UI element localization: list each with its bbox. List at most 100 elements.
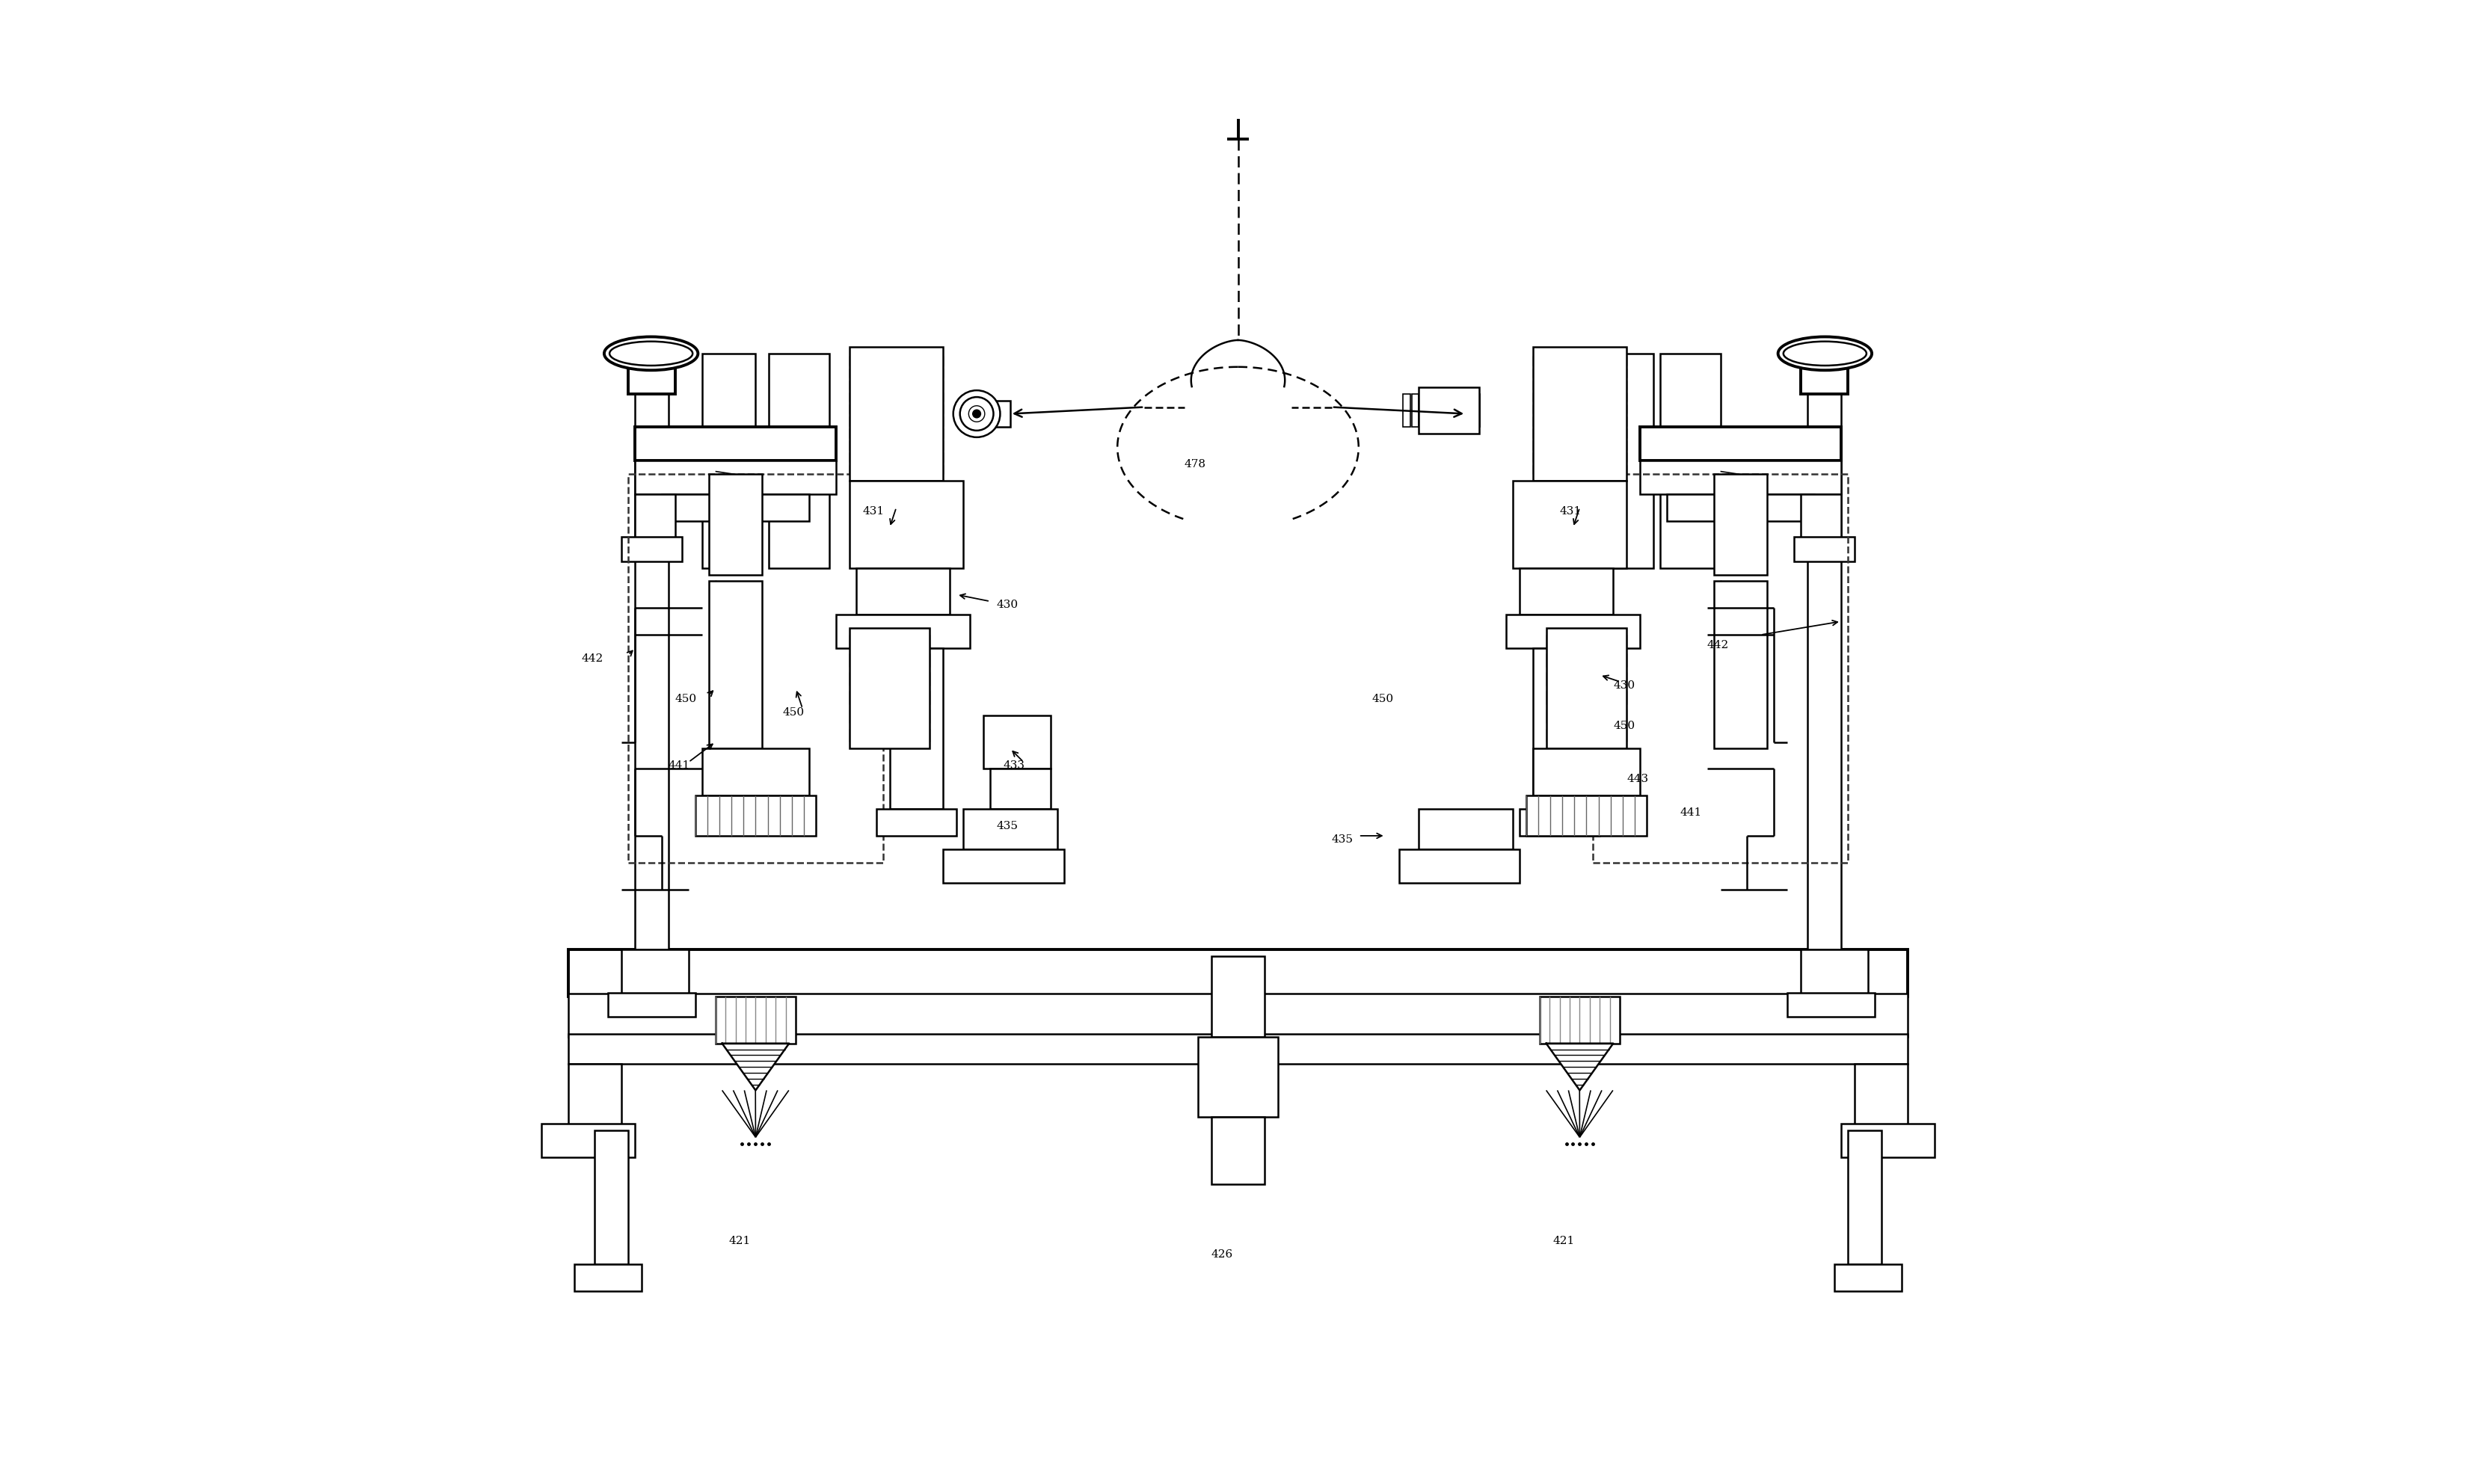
Text: 421: 421 bbox=[728, 1236, 750, 1247]
Bar bbox=[849, 429, 943, 438]
Bar bbox=[1659, 353, 1721, 568]
Bar bbox=[990, 401, 1010, 427]
Bar bbox=[567, 950, 1909, 997]
Bar bbox=[1545, 635, 1627, 649]
Bar bbox=[849, 628, 931, 749]
Text: 441: 441 bbox=[669, 761, 691, 772]
Text: 426: 426 bbox=[1211, 1250, 1233, 1260]
Text: 450: 450 bbox=[676, 693, 696, 703]
Bar bbox=[1800, 950, 1867, 997]
Ellipse shape bbox=[604, 337, 698, 370]
Bar bbox=[1533, 380, 1627, 390]
Bar bbox=[1639, 427, 1842, 460]
Bar bbox=[634, 387, 669, 950]
Text: 435: 435 bbox=[1332, 834, 1354, 844]
Bar bbox=[696, 795, 817, 835]
Bar bbox=[770, 353, 829, 568]
Bar bbox=[1429, 393, 1436, 427]
Bar bbox=[1439, 393, 1446, 427]
Bar bbox=[849, 453, 943, 462]
Bar bbox=[703, 749, 810, 795]
Bar bbox=[574, 1264, 641, 1291]
Bar bbox=[849, 692, 931, 705]
Bar bbox=[1473, 393, 1481, 427]
Text: 421: 421 bbox=[1552, 1236, 1575, 1247]
Bar bbox=[1533, 392, 1627, 402]
Bar bbox=[609, 993, 696, 1017]
Text: 442: 442 bbox=[1706, 640, 1728, 650]
Bar bbox=[567, 1034, 1909, 1064]
Bar bbox=[849, 653, 931, 666]
Bar bbox=[1545, 709, 1627, 723]
Bar bbox=[1713, 582, 1768, 749]
Bar bbox=[1533, 347, 1627, 481]
Bar bbox=[1847, 1131, 1882, 1264]
Bar bbox=[1545, 672, 1627, 686]
Bar bbox=[1800, 494, 1842, 542]
Bar bbox=[1520, 809, 1599, 835]
Text: 450: 450 bbox=[1372, 693, 1394, 703]
Bar bbox=[1533, 417, 1627, 426]
Bar bbox=[1421, 393, 1429, 427]
Bar bbox=[634, 494, 676, 542]
Bar bbox=[1513, 481, 1627, 568]
Bar bbox=[1533, 453, 1627, 462]
Bar bbox=[1533, 649, 1587, 809]
Ellipse shape bbox=[968, 405, 985, 421]
Bar bbox=[1419, 809, 1513, 849]
Bar bbox=[1533, 441, 1627, 450]
Bar bbox=[849, 672, 931, 686]
Polygon shape bbox=[1545, 1043, 1614, 1091]
Bar bbox=[1666, 494, 1815, 521]
Bar bbox=[849, 635, 931, 649]
Bar bbox=[877, 809, 956, 835]
Bar bbox=[837, 614, 971, 649]
Bar bbox=[1800, 367, 1847, 393]
Bar bbox=[621, 950, 688, 997]
Ellipse shape bbox=[1778, 337, 1872, 370]
Bar bbox=[889, 649, 943, 809]
Bar bbox=[1855, 1064, 1909, 1131]
Bar bbox=[1404, 393, 1411, 427]
Bar bbox=[1505, 614, 1639, 649]
Bar bbox=[634, 460, 837, 494]
Polygon shape bbox=[723, 1043, 790, 1091]
Bar bbox=[703, 353, 755, 568]
Bar bbox=[963, 809, 1057, 849]
Bar bbox=[629, 367, 676, 393]
Bar bbox=[1198, 1037, 1278, 1117]
Text: 450: 450 bbox=[1614, 720, 1634, 730]
Bar bbox=[1446, 393, 1453, 427]
Bar bbox=[849, 356, 943, 365]
Ellipse shape bbox=[961, 398, 993, 430]
Bar bbox=[1545, 729, 1627, 742]
Bar bbox=[1211, 956, 1265, 1037]
Bar bbox=[1419, 387, 1478, 433]
Bar bbox=[1411, 393, 1419, 427]
Bar bbox=[1525, 795, 1647, 835]
Bar bbox=[594, 1131, 629, 1264]
Bar bbox=[542, 1123, 634, 1158]
Text: 433: 433 bbox=[1003, 761, 1025, 772]
Bar bbox=[1399, 849, 1520, 883]
Text: 435: 435 bbox=[998, 821, 1018, 831]
Bar bbox=[1599, 353, 1654, 568]
Bar bbox=[849, 368, 943, 377]
Text: 478: 478 bbox=[1184, 459, 1206, 469]
Bar bbox=[857, 568, 951, 614]
Bar bbox=[1533, 464, 1627, 473]
Bar bbox=[943, 849, 1065, 883]
Ellipse shape bbox=[953, 390, 1000, 438]
Bar bbox=[1545, 653, 1627, 666]
Bar bbox=[1788, 993, 1874, 1017]
Bar bbox=[1807, 387, 1842, 950]
Text: 431: 431 bbox=[1560, 506, 1582, 516]
Bar bbox=[1463, 393, 1471, 427]
Bar bbox=[1795, 537, 1855, 561]
Ellipse shape bbox=[609, 341, 693, 365]
Bar bbox=[1842, 1123, 1934, 1158]
Bar bbox=[621, 537, 681, 561]
Bar bbox=[1533, 368, 1627, 377]
Bar bbox=[634, 427, 837, 460]
Text: 441: 441 bbox=[1681, 807, 1701, 818]
